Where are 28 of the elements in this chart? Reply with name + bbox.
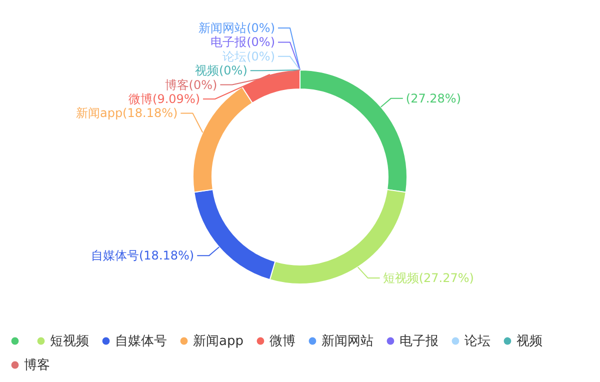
- slice-label: 新闻app: [76, 106, 123, 120]
- legend-label: 短视频: [50, 334, 89, 349]
- category-label: 论坛: [222, 49, 247, 64]
- category-label: 博客: [164, 78, 189, 92]
- data-label: (18.18%): [122, 106, 178, 120]
- text: (0%): [246, 35, 275, 50]
- legend-label: 微博: [269, 334, 296, 349]
- legend-label: 论坛: [464, 334, 490, 349]
- legend-label: 新闻网站: [321, 334, 374, 349]
- category-label: 视频: [194, 64, 219, 78]
- slice-label: 自媒体号: [91, 248, 140, 263]
- slice-label: 微博: [128, 92, 153, 106]
- data-label: (9.09%): [152, 92, 200, 106]
- text: (0%): [188, 78, 218, 92]
- data-label: (18.18%): [138, 248, 194, 263]
- text: (0%): [246, 21, 275, 35]
- slice-label: 短视频: [382, 270, 419, 285]
- text: (0%): [218, 64, 248, 78]
- legend-label: 新闻app: [193, 334, 244, 349]
- category-label: 电子报: [210, 35, 247, 50]
- data-label: (27.28%): [406, 91, 462, 106]
- legend-label: 电子报: [399, 334, 438, 349]
- category-label: 新闻网站: [198, 21, 247, 35]
- legend-label: 博客: [24, 357, 50, 373]
- text: (0%): [246, 49, 275, 64]
- data-label: (27.27%): [418, 270, 474, 285]
- legend-label: 视频: [516, 334, 542, 349]
- legend-label: 自媒体号: [115, 334, 167, 349]
